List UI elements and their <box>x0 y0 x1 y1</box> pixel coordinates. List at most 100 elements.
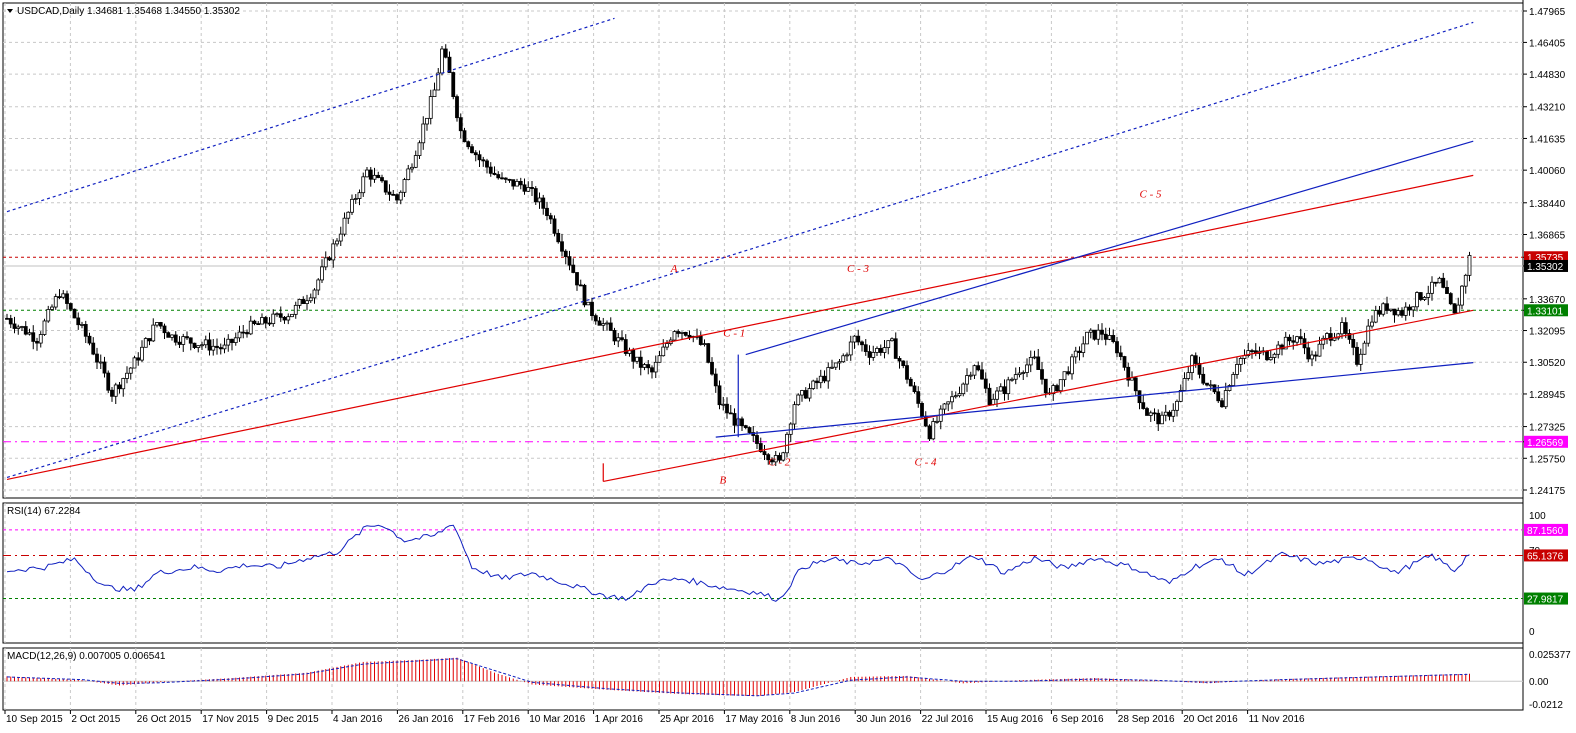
candle-body <box>1310 354 1314 360</box>
candle-body <box>541 197 546 209</box>
y-tick-label: 1.41635 <box>1529 134 1566 145</box>
candle-body <box>1171 409 1176 417</box>
candle-body <box>357 192 362 199</box>
candle-body <box>886 340 891 348</box>
candle-body <box>1295 336 1299 343</box>
y-tick-label: 1.30520 <box>1529 358 1566 369</box>
candle-body <box>860 341 864 346</box>
candle-body <box>706 343 711 363</box>
candle-body <box>470 146 474 154</box>
candle-body <box>1122 356 1127 368</box>
candle-body <box>507 178 512 181</box>
candle-body <box>447 56 452 73</box>
candle-body <box>717 385 722 406</box>
candle-body <box>856 335 861 343</box>
candle-body <box>946 401 951 405</box>
candle-body <box>98 361 103 364</box>
candle-body <box>976 365 981 371</box>
red-trend-lower <box>603 309 1474 483</box>
candle-body <box>5 317 9 320</box>
candle-body <box>1306 347 1311 360</box>
candle-body <box>1321 337 1326 345</box>
candle-body <box>811 380 816 389</box>
candle-body <box>211 345 216 351</box>
x-tick-label: 30 Jun 2016 <box>856 714 911 725</box>
candle-body <box>807 388 812 399</box>
candle-body <box>1460 285 1464 306</box>
candle-body <box>530 187 534 189</box>
candle-body <box>293 304 298 315</box>
price-tag-label: 1.35302 <box>1527 262 1564 273</box>
candle-body <box>380 177 384 182</box>
macd-signal-line <box>6 658 1470 697</box>
candle-body <box>1373 310 1378 323</box>
blue-trend-lower <box>715 362 1474 438</box>
candle-body <box>301 299 306 304</box>
candle-body <box>353 198 358 200</box>
candle-body <box>650 367 654 373</box>
candle-body <box>162 325 167 334</box>
candle-body <box>871 352 876 358</box>
candle-body <box>1160 414 1164 425</box>
wave-annotation: C - 4 <box>915 456 938 468</box>
candle-body <box>151 324 156 342</box>
candle-body <box>1351 338 1356 348</box>
candle-body <box>1336 333 1341 339</box>
candle-body <box>1216 391 1221 402</box>
y-tick-label: 1.47965 <box>1529 7 1566 18</box>
candle-body <box>91 342 96 355</box>
candle-body <box>27 332 32 335</box>
wave-annotation: B <box>720 474 727 486</box>
candle-body <box>890 338 894 342</box>
candle-body <box>38 334 43 344</box>
candle-body <box>1370 321 1374 327</box>
candle-body <box>556 232 561 243</box>
candle-body <box>1291 340 1296 343</box>
candle-body <box>140 346 144 361</box>
candle-body <box>1073 350 1078 358</box>
candle-body <box>53 296 58 308</box>
y-tick-label: 1.28945 <box>1529 390 1566 401</box>
candle-body <box>1340 322 1344 335</box>
candle-body <box>132 357 137 369</box>
candle-body <box>57 296 62 299</box>
x-tick-label: 4 Jan 2016 <box>333 714 383 725</box>
candle-body <box>635 356 639 362</box>
candle-body <box>1347 333 1352 340</box>
candle-body <box>477 154 482 161</box>
candle-body <box>1100 329 1104 335</box>
candle-body <box>1265 350 1269 361</box>
channel-mid-dotted-2 <box>606 21 1474 295</box>
candle-body <box>968 374 973 377</box>
candle-body <box>1272 353 1277 358</box>
candle-body <box>395 194 399 201</box>
candle-body <box>1231 374 1236 386</box>
candle-body <box>402 179 407 193</box>
candle-body <box>653 361 658 373</box>
candle-body <box>1415 292 1419 308</box>
candle-body <box>406 168 411 180</box>
candle-body <box>931 421 936 440</box>
candle-body <box>545 207 549 217</box>
candle-body <box>972 365 977 376</box>
candle-body <box>796 394 801 406</box>
y-tick-label: 1.32095 <box>1529 327 1566 338</box>
candle-body <box>42 320 47 335</box>
candle-body <box>181 336 186 345</box>
candle-body <box>226 338 231 346</box>
candle-body <box>698 335 703 345</box>
price-tag-label: 1.26569 <box>1527 438 1564 449</box>
candle-body <box>552 218 557 234</box>
x-tick-label: 26 Oct 2015 <box>137 714 192 725</box>
candle-body <box>1163 411 1168 416</box>
candle-body <box>466 141 471 148</box>
candle-body <box>327 257 332 261</box>
candle-body <box>1077 350 1082 353</box>
candle-body <box>61 293 66 298</box>
candle-body <box>455 96 459 119</box>
wave-annotation: C - 3 <box>847 263 870 275</box>
candle-body <box>46 309 51 322</box>
candle-body <box>608 322 613 331</box>
candle-body <box>346 211 351 219</box>
